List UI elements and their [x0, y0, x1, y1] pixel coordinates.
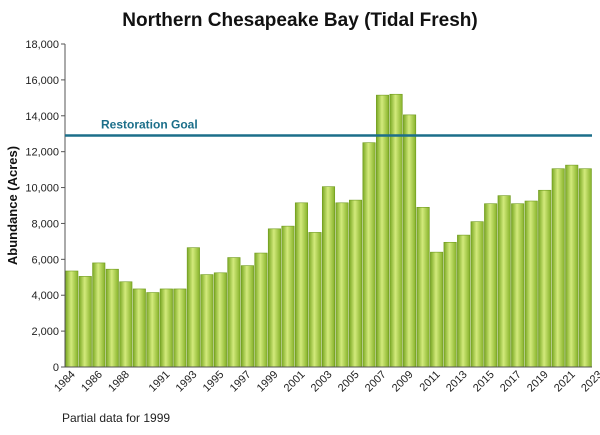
x-tick-label: 1999: [255, 369, 281, 395]
bar: [240, 265, 254, 368]
bar: [335, 202, 349, 368]
y-tick-label: 18,000: [25, 39, 59, 51]
y-tick-label: 2,000: [31, 326, 59, 338]
x-tick-label: 2007: [363, 369, 389, 395]
x-tick-label: 2005: [336, 369, 362, 395]
y-tick-label: 16,000: [25, 75, 59, 87]
x-tick-label: 2015: [471, 369, 497, 395]
bar: [511, 203, 525, 368]
bar: [119, 281, 133, 368]
bar: [403, 114, 417, 368]
bar: [551, 168, 565, 368]
y-tick-label: 6,000: [31, 254, 59, 266]
bar: [105, 268, 119, 368]
bar: [538, 189, 552, 368]
x-tick-label: 1995: [201, 369, 227, 395]
x-tick-label: 2003: [309, 369, 335, 395]
x-tick-label: 1993: [174, 369, 200, 395]
bar: [65, 270, 79, 368]
bar: [443, 241, 457, 368]
bar: [321, 186, 336, 368]
bar: [470, 221, 484, 368]
bar: [281, 225, 295, 368]
bar: [227, 257, 241, 368]
y-tick-label: 0: [53, 362, 59, 374]
y-tick-label: 12,000: [25, 147, 59, 159]
x-tick-label: 2009: [390, 369, 416, 395]
bar: [132, 288, 146, 368]
bar: [578, 168, 592, 368]
bar: [146, 292, 160, 368]
bar: [524, 200, 538, 368]
goal-label: Restoration Goal: [101, 118, 198, 132]
bar: [349, 199, 363, 368]
bar: [267, 228, 281, 368]
footnote: Partial data for 1999: [62, 411, 171, 425]
x-tick-label: 2011: [418, 369, 443, 394]
chart-title: Northern Chesapeake Bay (Tidal Fresh): [122, 10, 478, 31]
x-tick-label: 2017: [498, 369, 524, 395]
bar: [92, 262, 106, 368]
y-tick-label: 14,000: [25, 111, 59, 123]
bar: [213, 272, 227, 368]
bar: [362, 142, 376, 368]
bar: [159, 288, 173, 368]
y-tick-label: 10,000: [25, 183, 59, 195]
bar: [484, 203, 498, 368]
y-axis-label: Abundance (Acres): [5, 146, 20, 265]
bar: [308, 232, 322, 368]
bar: [78, 276, 92, 368]
bar: [186, 247, 200, 368]
x-tick-label: 2013: [444, 369, 470, 395]
bar: [430, 251, 444, 368]
bar: [565, 164, 579, 368]
bar: [200, 274, 214, 368]
bar: [173, 288, 187, 368]
x-tick-label: 1988: [106, 369, 132, 395]
y-tick-label: 8,000: [31, 218, 59, 230]
x-tick-label: 2001: [282, 369, 308, 395]
bar: [294, 202, 308, 368]
x-tick-label: 2019: [525, 369, 551, 395]
bar: [497, 195, 511, 368]
bar: [416, 206, 430, 368]
y-tick-label: 4,000: [31, 290, 59, 302]
x-tick-label: 1991: [147, 369, 173, 395]
x-tick-label: 1997: [228, 369, 254, 395]
x-tick-label: 2023: [579, 369, 600, 395]
x-tick-label: 1986: [79, 369, 105, 395]
x-tick-label: 2021: [552, 369, 578, 395]
bar: [457, 234, 471, 368]
bar: [254, 252, 268, 368]
